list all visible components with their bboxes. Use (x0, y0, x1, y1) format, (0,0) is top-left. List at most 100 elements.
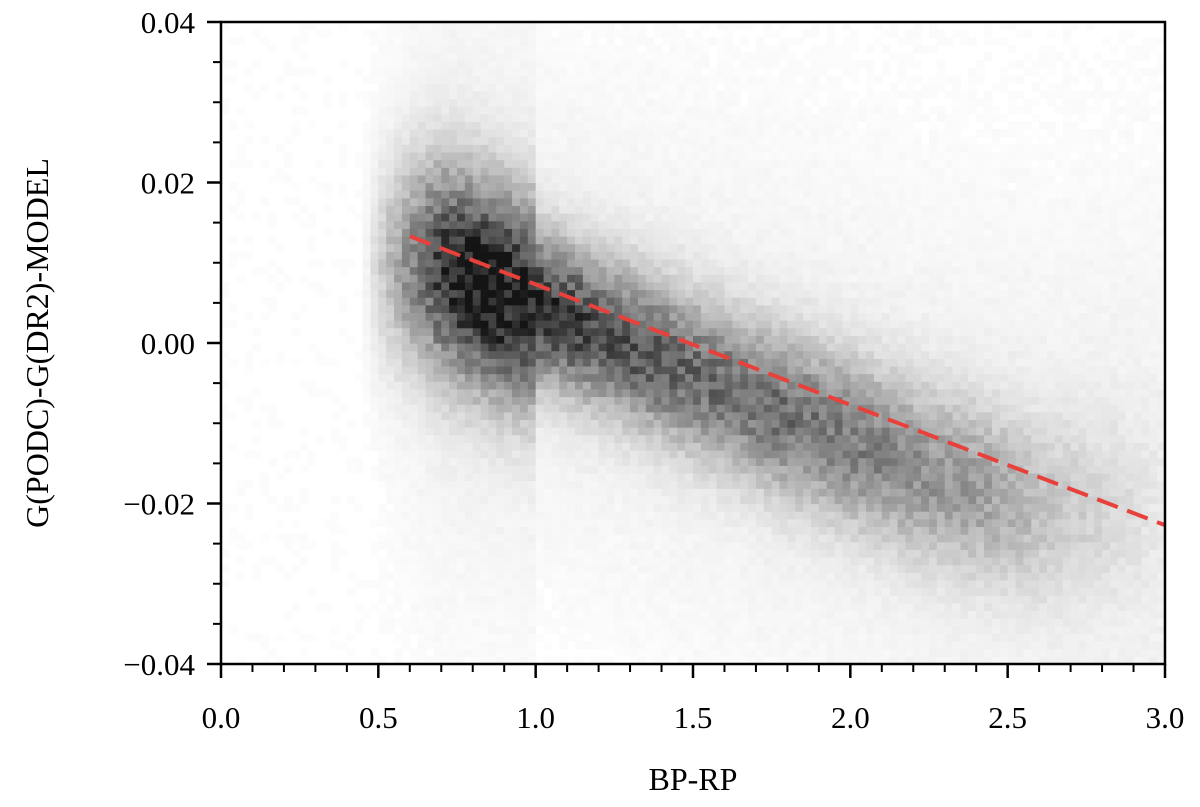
heatmap-cell (716, 151, 726, 161)
heatmap-cell (370, 258, 379, 268)
heatmap-cell (268, 213, 277, 222)
heatmap-cell (504, 656, 513, 665)
heatmap-cell (386, 274, 395, 283)
heatmap-cell (590, 67, 600, 77)
heatmap-cell (787, 167, 796, 176)
heatmap-cell (590, 350, 600, 359)
heatmap-cell (504, 274, 513, 283)
heatmap-cell (763, 526, 773, 535)
heatmap-cell (425, 266, 434, 275)
heatmap-cell (779, 129, 788, 138)
heatmap-cell (543, 457, 552, 466)
heatmap-cell (504, 549, 513, 558)
heatmap-cell (551, 343, 560, 352)
heatmap-cell (700, 121, 710, 130)
heatmap-cell (724, 557, 733, 566)
heatmap-cell (677, 343, 686, 352)
heatmap-cell (637, 526, 647, 535)
heatmap-cell (669, 641, 678, 650)
heatmap-cell (748, 90, 757, 100)
heatmap-cell (512, 113, 521, 122)
heatmap-cell (787, 641, 796, 650)
heatmap-cell (480, 625, 490, 635)
heatmap-cell (519, 511, 529, 520)
heatmap-cell (614, 67, 623, 77)
heatmap-cell (543, 641, 552, 650)
heatmap-cell (362, 243, 372, 252)
heatmap-cell (496, 197, 505, 207)
heatmap-cell (716, 549, 726, 558)
heatmap-cell (394, 129, 403, 138)
heatmap-cell (779, 121, 788, 130)
heatmap-cell (661, 289, 670, 298)
heatmap-cell (771, 274, 781, 283)
heatmap-cell (771, 228, 781, 237)
heatmap-cell (740, 388, 749, 398)
heatmap-cell (512, 427, 521, 436)
heatmap-cell (480, 434, 490, 443)
heatmap-cell (496, 373, 505, 382)
heatmap-cell (724, 365, 733, 375)
heatmap-cell (803, 388, 812, 398)
heatmap-cell (637, 350, 647, 359)
heatmap-cell (354, 457, 364, 466)
heatmap-cell (748, 274, 757, 283)
heatmap-cell (795, 587, 804, 596)
heatmap-cell (409, 174, 419, 184)
heatmap-cell (622, 427, 631, 436)
heatmap-cell (559, 159, 568, 168)
heatmap-cell (346, 465, 356, 474)
heatmap-cell (787, 312, 796, 321)
heatmap-cell (512, 480, 521, 489)
heatmap-cell (669, 472, 678, 482)
heatmap-cell (386, 618, 395, 627)
heatmap-cell (740, 595, 749, 604)
heatmap-cell (582, 587, 592, 596)
heatmap-cell (559, 358, 568, 367)
heatmap-cell (693, 52, 702, 61)
heatmap-cell (370, 427, 379, 436)
heatmap-cell (708, 281, 718, 291)
heatmap-cell (779, 83, 788, 92)
heatmap-cell (441, 549, 450, 558)
heatmap-cell (527, 320, 537, 329)
heatmap-cell (575, 98, 584, 107)
heatmap-cell (417, 618, 427, 627)
heatmap-cell (645, 213, 655, 222)
heatmap-cell (449, 419, 458, 428)
heatmap-cell (409, 602, 419, 612)
heatmap-cell (512, 320, 521, 329)
heatmap-cell (433, 60, 442, 69)
heatmap-cell (787, 289, 796, 298)
heatmap-cell (433, 251, 442, 260)
heatmap-cell (795, 579, 804, 589)
heatmap-cell (606, 511, 615, 520)
heatmap-cell (803, 312, 812, 321)
heatmap-cell (472, 350, 482, 359)
heatmap-cell (228, 37, 238, 46)
heatmap-cell (417, 22, 427, 31)
heatmap-cell (653, 480, 663, 489)
heatmap-cell (433, 381, 442, 390)
heatmap-cell (740, 243, 749, 252)
heatmap-cell (346, 419, 356, 428)
heatmap-cell (551, 228, 560, 237)
heatmap-cell (598, 388, 608, 398)
heatmap-cell (803, 67, 812, 77)
heatmap-cell (779, 37, 788, 46)
heatmap-cell (433, 67, 442, 77)
heatmap-cell (669, 182, 678, 191)
heatmap-cell (378, 365, 387, 375)
heatmap-cell (409, 44, 419, 54)
heatmap-cell (645, 350, 655, 359)
heatmap-cell (708, 113, 718, 122)
heatmap-cell (504, 572, 513, 581)
heatmap-cell (724, 641, 733, 650)
heatmap-cell (606, 625, 615, 635)
heatmap-cell (417, 549, 427, 558)
heatmap-cell (716, 106, 726, 115)
heatmap-cell (748, 144, 757, 153)
heatmap-cell (606, 572, 615, 581)
heatmap-cell (677, 572, 686, 581)
heatmap-cell (425, 526, 434, 535)
